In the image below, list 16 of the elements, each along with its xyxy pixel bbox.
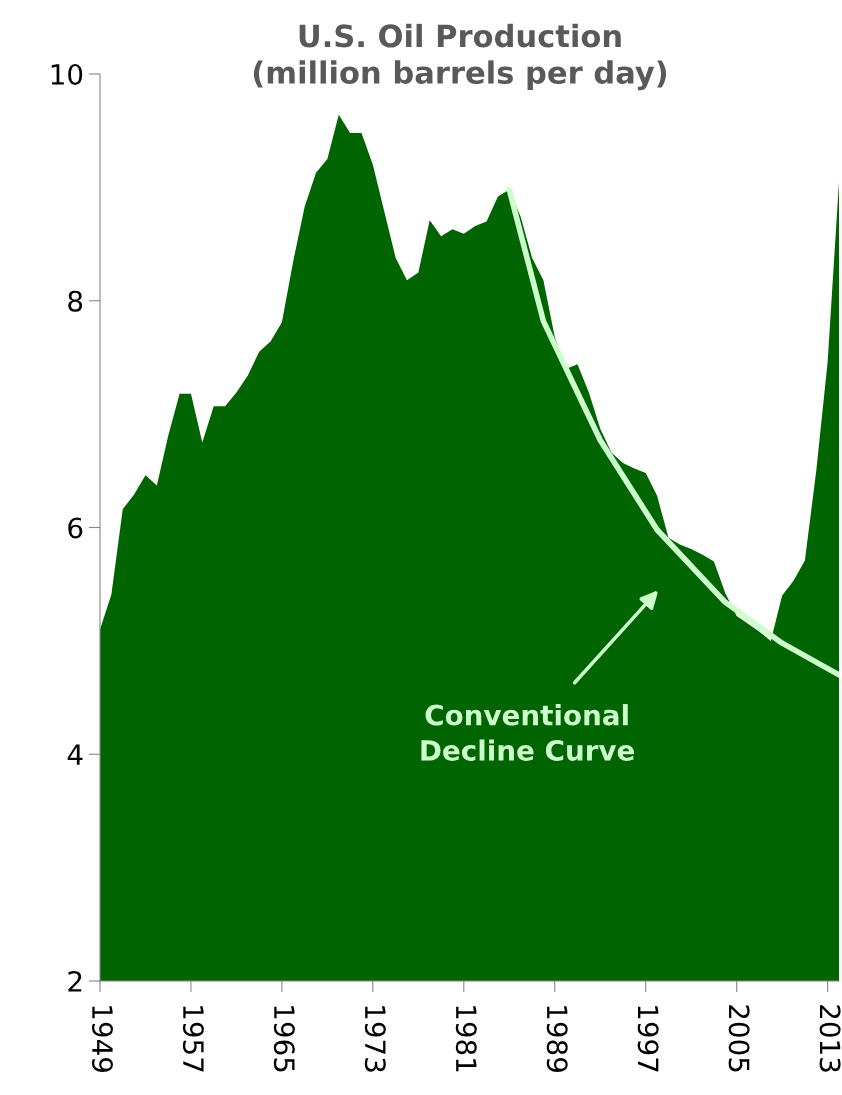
x-tick-label: 2013 — [819, 1005, 841, 1072]
x-tick-label: 1973 — [364, 1006, 386, 1072]
x-tick-label: 1981 — [455, 1006, 477, 1072]
chart-title: U.S. Oil Production (million barrels per day) — [253, 23, 667, 91]
x-tick-label: 1989 — [546, 1006, 568, 1072]
y-tick-label: 6 — [68, 517, 83, 539]
y-tick-label: 4 — [67, 744, 83, 765]
annotation: Conventional Decline Curve — [421, 704, 635, 761]
x-tick-label: 1949 — [91, 1006, 113, 1072]
y-tick-label: 2 — [68, 970, 82, 992]
x-tick-label: 1965 — [273, 1006, 295, 1072]
y-tick-label: 10 — [51, 63, 83, 85]
x-tick-label: 2005 — [728, 1005, 750, 1072]
x-tick-label: 1997 — [637, 1006, 659, 1072]
x-tick-label: 1957 — [182, 1006, 204, 1072]
y-tick-label: 8 — [68, 290, 83, 312]
